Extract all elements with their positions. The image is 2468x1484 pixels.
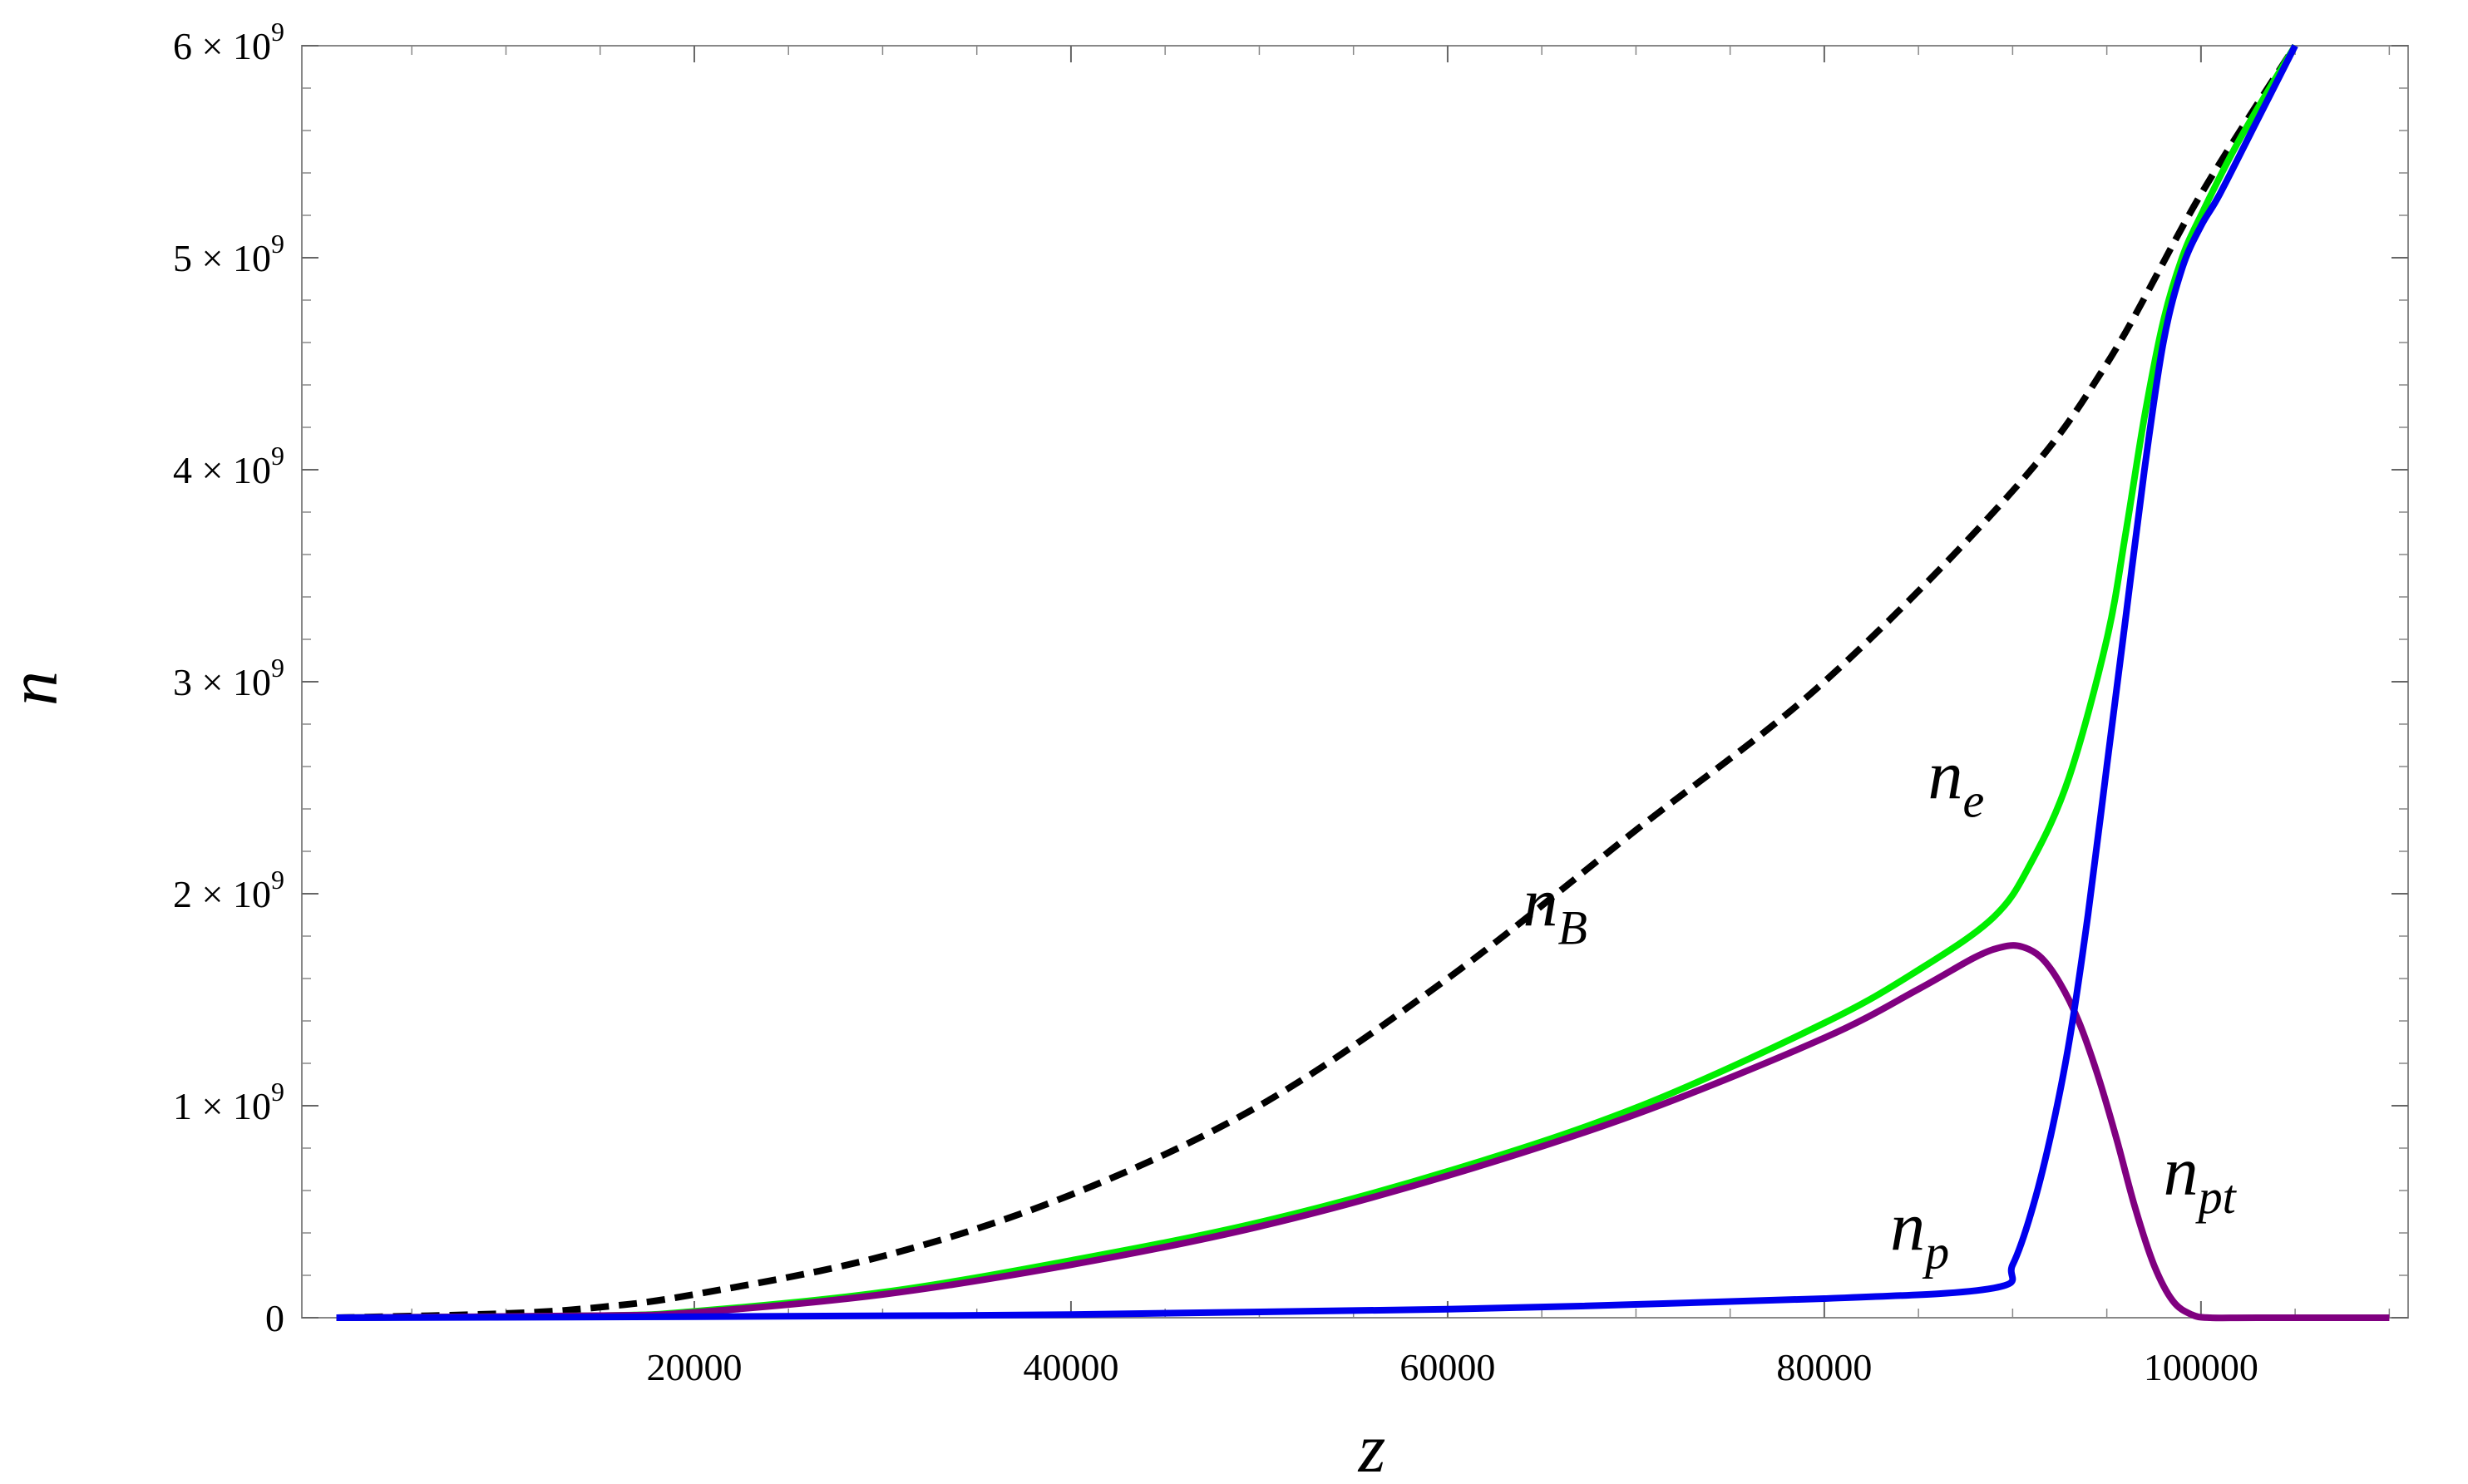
series-line-n-pt <box>336 942 2390 1322</box>
x-tick-label: 40000 <box>1023 1346 1118 1388</box>
y-tick-label: 6 × 109 <box>173 17 284 67</box>
plot-frame <box>301 45 2409 1319</box>
x-tick-label: 20000 <box>646 1346 742 1388</box>
series-line-n-e <box>336 43 2298 1321</box>
y-tick-label: 5 × 109 <box>173 229 284 279</box>
y-tick-label: 1 × 109 <box>173 1077 284 1127</box>
series-lines <box>336 43 2390 1322</box>
series-label-n-pt: npt <box>2164 1133 2238 1224</box>
series-label-n-b: nB <box>1523 864 1587 954</box>
x-tick-label: 60000 <box>1399 1346 1495 1388</box>
x-tick-label: 80000 <box>1776 1346 1872 1388</box>
series-line-n-b <box>336 43 2298 1321</box>
series-label-n-e: ne <box>1928 737 1984 827</box>
y-tick-label: 2 × 109 <box>173 865 284 915</box>
tick-labels: 20000 40000 60000 80000 100000 0 1 × 109 2 × 10… <box>173 17 2258 1388</box>
x-axis-title: z <box>1358 1410 1386 1484</box>
y-axis-title: n <box>0 671 72 706</box>
y-tick-label: 4 × 109 <box>173 441 284 491</box>
x-tick-label: 100000 <box>2144 1346 2258 1388</box>
y-tick-label: 0 <box>265 1297 284 1339</box>
series-label-n-p: np <box>1890 1188 1949 1279</box>
series-line-n-p <box>336 44 2298 1321</box>
y-tick-label: 3 × 109 <box>173 653 284 703</box>
series-annotations: nB ne np npt <box>1523 737 2238 1279</box>
axis-ticks <box>302 45 2408 1319</box>
